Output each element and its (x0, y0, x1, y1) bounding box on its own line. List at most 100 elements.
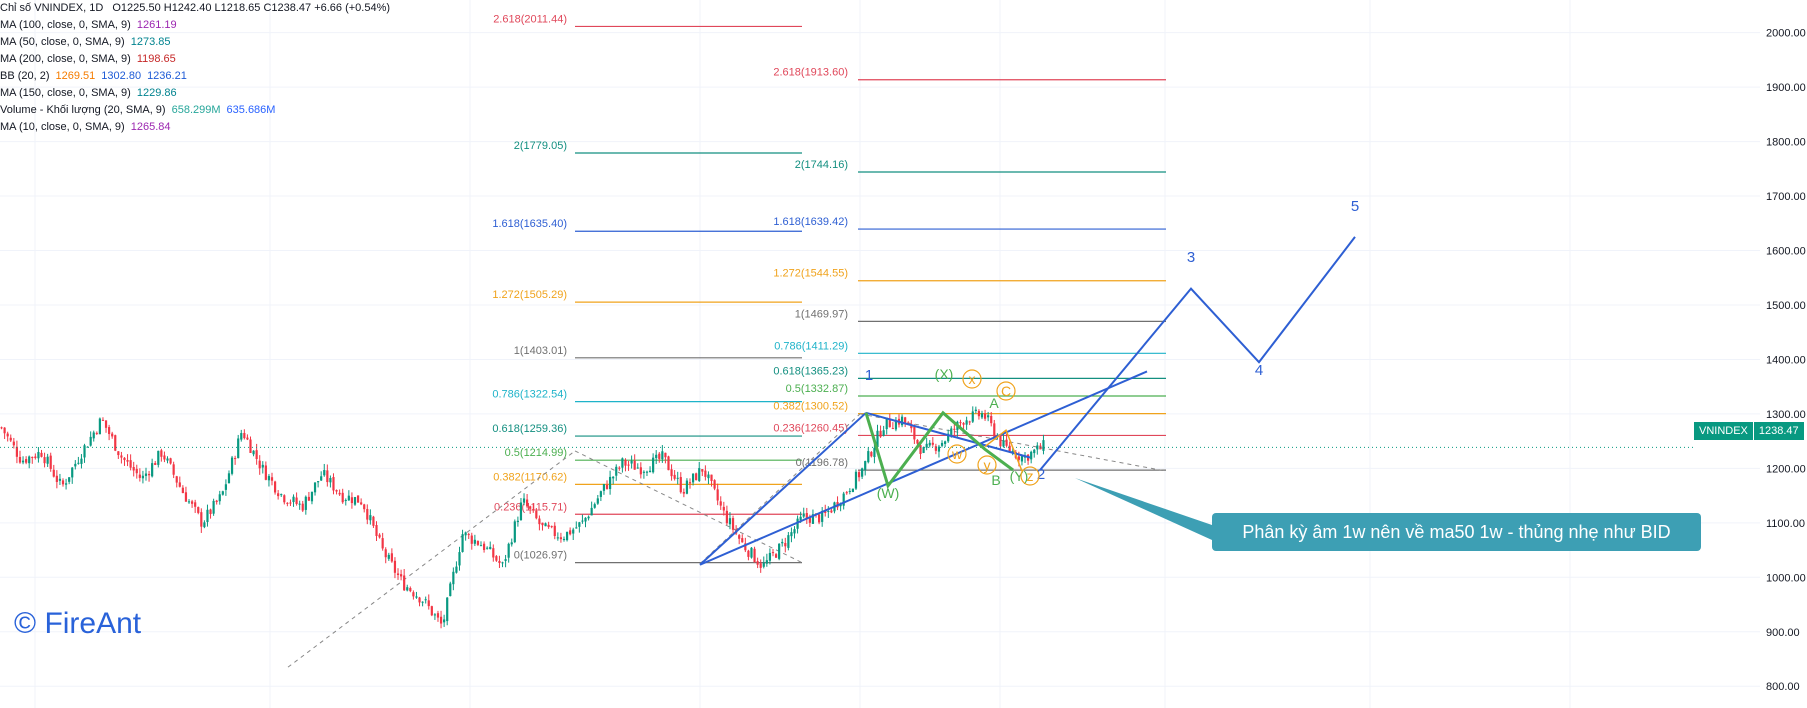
wave-projection-path (1039, 236, 1356, 471)
candle-body (507, 543, 510, 558)
candle-body (765, 560, 768, 564)
candle-body (224, 484, 228, 490)
legend-indicator-row: MA (100, close, 0, SMA, 9) 1261.19 (0, 17, 390, 34)
fib-level-label: 2.618(2011.44) (493, 13, 567, 25)
candle-body (919, 445, 922, 454)
y-tick-label: 1100.00 (1766, 518, 1805, 530)
callout-pointer (1075, 478, 1212, 540)
candle-body (295, 497, 298, 504)
wave-label-circle (996, 381, 1016, 401)
candle-body (645, 471, 649, 473)
candle-body (741, 538, 744, 543)
candle-body (670, 469, 673, 477)
candle-body (166, 458, 169, 461)
legend-indicator-label: MA (200, close, 0, SMA, 9) (0, 53, 131, 65)
candle-body (476, 541, 480, 545)
candle-body (738, 535, 741, 539)
candle-body (596, 498, 599, 504)
candle-body (811, 514, 815, 524)
candle-body (252, 450, 255, 455)
candle-body (12, 441, 15, 446)
wave-label: 4 (1255, 362, 1263, 379)
candle-body (74, 463, 77, 467)
candle-body (114, 435, 117, 451)
wave-label: 2 (1037, 466, 1045, 483)
legend-indicator-label: MA (50, close, 0, SMA, 9) (0, 36, 125, 48)
candle-body (209, 509, 212, 515)
candle-body (421, 601, 424, 603)
candle-body (163, 455, 166, 460)
candle-body (590, 507, 593, 516)
candle-body (593, 504, 596, 508)
candle-body (187, 501, 191, 503)
legend-indicator-row: MA (10, close, 0, SMA, 9) 1265.84 (0, 119, 390, 136)
candle-body (436, 613, 440, 618)
candle-body (983, 413, 987, 419)
candle-body (1036, 445, 1039, 450)
candle-body (353, 497, 357, 505)
candle-body (722, 506, 725, 511)
candle-body (335, 490, 338, 492)
candle-body (273, 481, 277, 493)
candle-body (203, 522, 206, 528)
candle-body (403, 575, 406, 591)
candle-body (489, 546, 492, 550)
candle-body (424, 599, 427, 601)
price-tag-symbol: VNINDEX (1694, 422, 1754, 440)
candle-body (894, 420, 898, 430)
candle-body (928, 442, 931, 446)
candle-body (513, 521, 516, 543)
candle-body (129, 460, 132, 468)
candle-body (704, 470, 707, 477)
wave-label: 1 (865, 367, 873, 384)
candle-body (544, 523, 547, 527)
candle-body (486, 547, 489, 549)
candle-body (701, 469, 704, 472)
candle-body (28, 456, 31, 464)
legend-indicator-row: BB (20, 2) 1269.51 1302.80 1236.21 (0, 68, 390, 85)
candle-body (707, 474, 710, 479)
fib-level-label: 0.618(1259.36) (492, 423, 567, 435)
candle-body (55, 475, 58, 482)
candle-body (101, 419, 105, 421)
wave-label: (W) (877, 485, 900, 501)
candle-body (947, 433, 950, 442)
fib-level-label: 1.618(1635.40) (492, 218, 567, 230)
candle-body (492, 548, 495, 558)
candle-body (387, 554, 390, 559)
candle-body (399, 574, 403, 577)
candle-body (433, 614, 437, 616)
wave-label: 5 (1351, 198, 1359, 215)
candle-body (519, 502, 523, 521)
candle-body (215, 500, 218, 503)
wave-label: 3 (1187, 249, 1195, 266)
candle-body (83, 445, 86, 458)
candle-body (141, 475, 145, 479)
wave-label-circle (977, 455, 997, 475)
candle-body (845, 492, 848, 494)
candle-body (270, 477, 274, 481)
candle-body (117, 451, 120, 456)
divergence-note[interactable]: Phân kỳ âm 1w nên về ma50 1w - thủng nhẹ… (1212, 513, 1701, 551)
candle-body (289, 502, 292, 504)
legend-indicator-row: MA (150, close, 0, SMA, 9) 1229.86 (0, 85, 390, 102)
candle-body (750, 547, 753, 558)
candle-body (77, 462, 80, 464)
y-tick-label: 1800.00 (1766, 137, 1806, 149)
candle-body (688, 482, 692, 484)
legend-indicator-label: MA (10, close, 0, SMA, 9) (0, 121, 125, 133)
candle-body (980, 413, 984, 418)
candle-body (781, 541, 784, 544)
fib-level-label: 0.236(1260.45) (773, 422, 848, 434)
candle-body (990, 415, 993, 424)
candle-body (338, 492, 341, 495)
candle-body (581, 520, 584, 522)
candle-body (473, 539, 476, 544)
candle-body (415, 596, 418, 598)
trend-line-upper (699, 412, 867, 566)
candle-body (950, 428, 953, 435)
y-tick-label: 1000.00 (1766, 572, 1806, 584)
candle-body (676, 477, 679, 479)
wave-label: (Y) (1010, 468, 1029, 484)
